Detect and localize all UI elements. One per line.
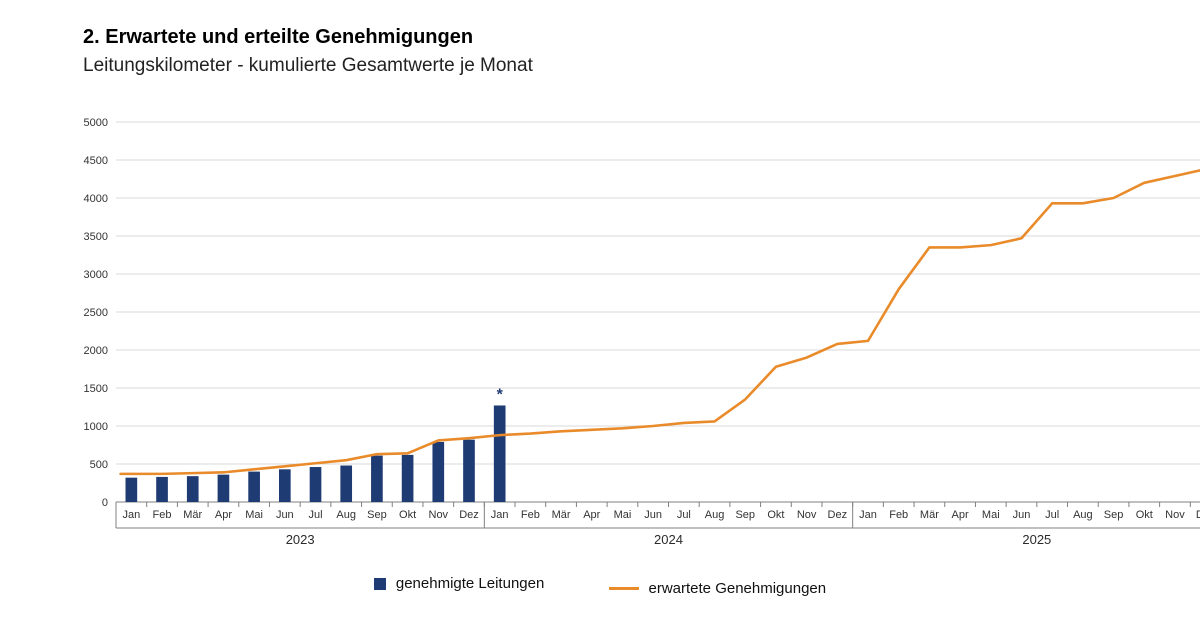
x-tick-month: Jan (859, 509, 877, 521)
x-tick-month: Dez (1196, 509, 1200, 521)
x-tick-year: 2025 (1022, 532, 1051, 547)
legend-item-bars: genehmigte Leitungen (374, 575, 544, 592)
bar (218, 475, 230, 502)
x-tick-month: Okt (767, 509, 784, 521)
x-tick-month: Apr (952, 509, 969, 521)
chart-header: 2. Erwartete und erteilte Genehmigungen … (83, 26, 533, 77)
x-tick-month: Nov (1165, 509, 1185, 521)
x-tick-month: Dez (828, 509, 848, 521)
y-tick-label: 4500 (84, 155, 108, 167)
x-tick-month: Jun (276, 509, 294, 521)
x-tick-month: Aug (1073, 509, 1093, 521)
chart-svg: 0 500 1000 1500 2000 2500 3000 3500 4000 4500 5000… (70, 110, 1200, 552)
x-tick-month: Feb (153, 509, 172, 521)
x-tick-year: 2024 (654, 532, 683, 547)
chart-legend: genehmigte Leitungen erwartete Genehmigu… (0, 575, 1200, 597)
x-tick-month: Dez (459, 509, 479, 521)
x-tick-month: Jun (644, 509, 662, 521)
bar (494, 405, 506, 502)
bar (340, 466, 352, 502)
x-tick-month: Jul (308, 509, 322, 521)
y-tick-label: 1500 (84, 383, 108, 395)
x-tick-month: Mär (552, 509, 571, 521)
y-tick-label: 3000 (84, 269, 108, 281)
bar (463, 440, 475, 502)
line-series (121, 165, 1200, 474)
x-tick-month: Mär (183, 509, 202, 521)
legend-swatch-line (609, 587, 639, 590)
x-tick-year: 2023 (286, 532, 315, 547)
x-tick-month: Mai (982, 509, 1000, 521)
y-tick-label: 500 (90, 459, 108, 471)
x-tick-month: Jan (122, 509, 140, 521)
bar (402, 455, 414, 502)
x-tick-month: Jul (1045, 509, 1059, 521)
x-tick-month: Okt (399, 509, 416, 521)
x-tick-month: Mär (920, 509, 939, 521)
y-tick-label: 4000 (84, 193, 108, 205)
chart-title: 2. Erwartete und erteilte Genehmigungen (83, 26, 533, 49)
bar (310, 467, 322, 502)
legend-label-bars: genehmigte Leitungen (396, 575, 544, 592)
y-tick-label: 1000 (84, 421, 108, 433)
x-tick-month: Aug (705, 509, 725, 521)
bar (248, 472, 260, 502)
x-tick-month: Feb (889, 509, 908, 521)
x-tick-month: Feb (521, 509, 540, 521)
x-tick-month: Jun (1013, 509, 1031, 521)
bar (187, 476, 199, 502)
x-tick-month: Jul (677, 509, 691, 521)
bar (432, 442, 444, 502)
y-tick-label: 0 (102, 497, 108, 509)
legend-item-line: erwartete Genehmigungen (609, 580, 827, 597)
bar (126, 478, 138, 502)
chart-subtitle: Leitungskilometer - kumulierte Gesamtwer… (83, 55, 533, 77)
bar (279, 469, 291, 502)
x-tick-month: Sep (1104, 509, 1124, 521)
x-tick-month: Nov (797, 509, 817, 521)
bar (156, 477, 168, 502)
x-tick-month: Mai (245, 509, 263, 521)
x-tick-month: Okt (1136, 509, 1153, 521)
x-tick-month: Mai (614, 509, 632, 521)
legend-label-line: erwartete Genehmigungen (649, 580, 827, 597)
x-tick-month: Sep (735, 509, 755, 521)
legend-swatch-bar (374, 578, 386, 590)
y-tick-label: 5000 (84, 117, 108, 129)
x-tick-month: Jan (491, 509, 509, 521)
x-tick-month: Apr (215, 509, 232, 521)
chart-plot-area: 0 500 1000 1500 2000 2500 3000 3500 4000 4500 5000… (70, 110, 1175, 540)
bar (371, 456, 383, 502)
x-tick-month: Sep (367, 509, 387, 521)
y-tick-label: 2500 (84, 307, 108, 319)
x-tick-month: Aug (336, 509, 356, 521)
x-tick-month: Apr (583, 509, 600, 521)
y-tick-label: 2000 (84, 345, 108, 357)
y-tick-label: 3500 (84, 231, 108, 243)
bar-annotation: * (497, 386, 504, 403)
x-tick-month: Nov (429, 509, 449, 521)
